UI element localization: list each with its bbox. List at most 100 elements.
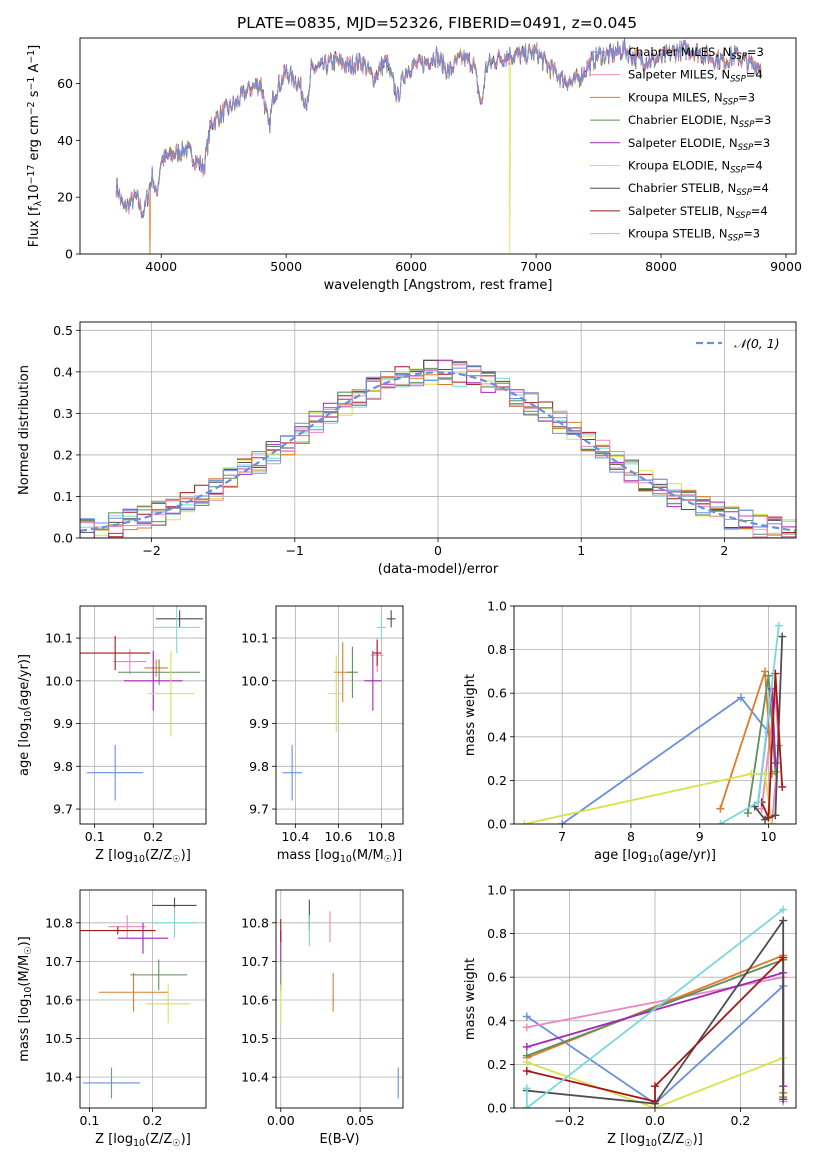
y-tick-label: 0.0	[487, 817, 507, 832]
legend-label-7: Salpeter STELIB, NSSP=4	[628, 204, 768, 221]
y-tick-label: 0.0	[487, 1101, 507, 1116]
errorbar-point-8	[153, 606, 201, 654]
errorbar-point-8	[377, 614, 386, 641]
weight-marker	[761, 667, 770, 676]
y-tick-label: 1.0	[487, 599, 507, 614]
x-tick-label: 5000	[270, 259, 302, 274]
weight-marker	[779, 905, 788, 914]
legend-label-2: Kroupa MILES, NSSP=3	[628, 90, 755, 107]
y-axis-label: mass weight	[463, 674, 478, 756]
weight-marker	[771, 811, 780, 820]
x-tick-label: 0.1	[85, 829, 105, 844]
plot-area-age_vs_mass	[282, 610, 396, 801]
y-axis-label: Flux [fλ10−17 erg cm−2 s−1 A−1]	[26, 45, 44, 247]
x-tick-label: −1	[286, 543, 304, 558]
errorbar-point-5	[327, 655, 345, 733]
errorbar-point-8	[152, 907, 197, 939]
weight-marker	[558, 820, 567, 824]
y-tick-label: 0.0	[53, 531, 73, 546]
axes-frame	[79, 889, 207, 1109]
axes-frame	[513, 889, 797, 1109]
panel-mass_vs_Z: 0.1 0.2 10.4 10.5 10.6 10.7 10.8 Z [log10(Z/Z☉)…	[17, 889, 207, 1149]
x-axis-label: Z [log10(Z/Z☉)]	[607, 1132, 703, 1149]
plot-area-mass_vs_EBV	[280, 899, 399, 1099]
weight-marker	[522, 1058, 531, 1067]
y-tick-label: 10.1	[45, 631, 73, 646]
errorbar-point-5	[146, 984, 191, 1024]
y-tick-label: 0.2	[487, 1057, 507, 1072]
weight-marker	[779, 1095, 788, 1104]
x-tick-label: 0.2	[731, 1113, 751, 1128]
y-tick-label: 10.1	[241, 631, 269, 646]
x-axis-label: age [log10(age/yr)]	[594, 848, 716, 865]
y-tick-label: 1.0	[487, 883, 507, 898]
axes-frame	[275, 605, 404, 825]
y-axis-label: mass weight	[463, 958, 478, 1040]
weight-marker	[716, 820, 725, 824]
y-tick-label: 0.6	[487, 686, 507, 701]
x-tick-label: 4000	[145, 259, 177, 274]
x-tick-label: 0.05	[346, 1113, 374, 1128]
y-tick-label: 0.4	[487, 729, 507, 744]
weight-marker	[767, 820, 776, 824]
legend-label-1: Salpeter MILES, NSSP=4	[628, 68, 763, 85]
plot-area-weight_vs_Z	[522, 905, 788, 1108]
y-tick-label: 9.7	[53, 802, 73, 817]
weight-line-series-7	[760, 673, 784, 818]
x-tick-label: 0.0	[645, 1113, 665, 1128]
x-axis-label: Z [log10(Z/Z☉)]	[95, 1132, 191, 1149]
y-tick-label: 10.5	[45, 1031, 73, 1046]
y-tick-label: 0.4	[487, 1013, 507, 1028]
errorbar-point-6	[386, 610, 396, 628]
plot-area-weight_vs_age	[520, 621, 787, 824]
x-axis-label: Z [log10(Z/Z☉)]	[95, 848, 191, 865]
y-axis-label: age [log10(age/yr)]	[17, 654, 34, 776]
y-tick-label: 9.8	[53, 759, 73, 774]
y-tick-label: 40	[57, 133, 73, 148]
y-tick-label: 0.8	[487, 642, 507, 657]
weight-line-series-5	[524, 773, 773, 824]
x-tick-label: 0.1	[80, 1113, 100, 1128]
errorbar-point-3	[347, 646, 358, 698]
errorbar-point-4	[117, 922, 169, 954]
axes-frame	[79, 37, 797, 255]
plot-area-mass_vs_Z	[80, 897, 197, 1099]
x-tick-label: 1	[577, 543, 585, 558]
x-axis-label: mass [log10(M/M☉)]	[277, 848, 403, 865]
weight-marker	[779, 953, 788, 962]
x-tick-label: 8000	[645, 259, 677, 274]
x-tick-label: 7000	[520, 259, 552, 274]
y-tick-label: 0.5	[53, 323, 73, 338]
y-tick-label: 0	[65, 247, 73, 262]
errorbar-point-7	[80, 926, 156, 935]
y-tick-label: 10.8	[45, 915, 73, 930]
x-tick-label: −2	[142, 543, 160, 558]
errorbar-point-7	[372, 640, 382, 666]
y-tick-label: 9.7	[249, 802, 269, 817]
figure-title: PLATE=0835, MJD=52326, FIBERID=0491, z=0…	[237, 14, 637, 32]
errorbar-point-0	[83, 1067, 140, 1099]
errorbar-point-6	[156, 610, 204, 628]
panel-age_vs_Z: 0.1 0.2 9.7 9.8 9.9 10.0 10.1 Z [log10(Z/Z☉)] ag…	[17, 605, 207, 865]
x-tick-label: 9000	[770, 259, 802, 274]
x-axis-label: wavelength [Angstrom, rest frame]	[324, 278, 553, 293]
weight-marker	[522, 1066, 531, 1075]
y-tick-label: 0.1	[53, 489, 73, 504]
panel-spectrum: 4000 5000 6000 7000 8000 9000 0 20 40 60 wavelengt…	[26, 37, 802, 293]
errorbar-point-0	[282, 744, 302, 801]
errorbar-point-4	[364, 650, 382, 711]
y-tick-label: 10.7	[241, 954, 269, 969]
y-tick-label: 10.6	[45, 992, 73, 1007]
y-tick-label: 20	[57, 190, 73, 205]
weight-marker	[778, 782, 787, 791]
y-tick-label: 10.7	[45, 954, 73, 969]
weight-marker	[736, 693, 745, 702]
weight-marker	[522, 1012, 531, 1021]
y-tick-label: 0.4	[53, 364, 73, 379]
weight-marker	[716, 804, 725, 813]
y-tick-label: 0.3	[53, 406, 73, 421]
y-axis-label: Normed distribution	[17, 365, 32, 495]
x-tick-label: 7	[558, 829, 566, 844]
y-tick-label: 10.0	[241, 673, 269, 688]
axes-frame	[79, 605, 207, 825]
